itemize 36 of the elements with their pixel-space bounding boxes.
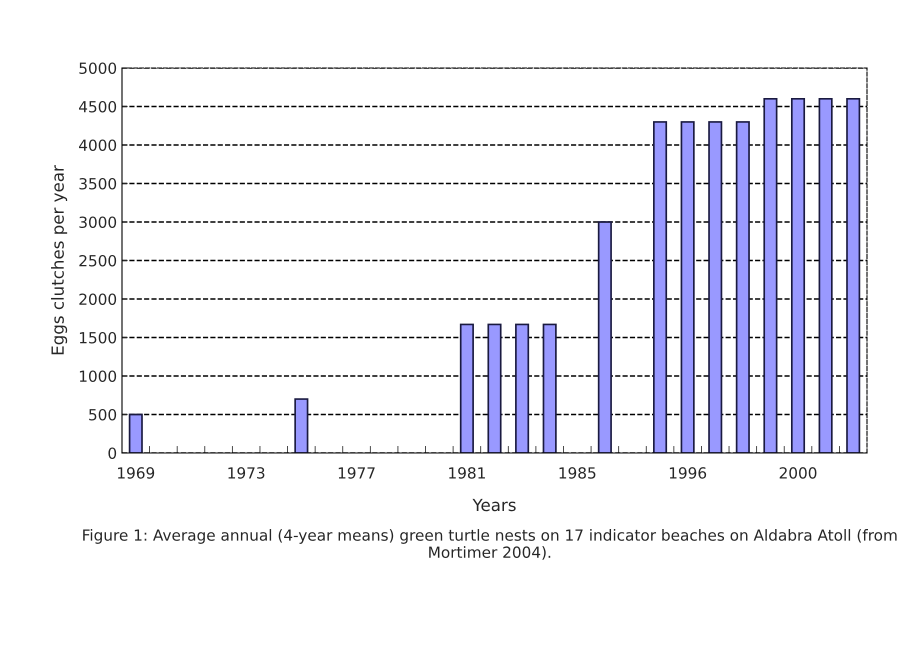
y-tick-label: 4500 [79, 100, 116, 113]
y-tick-label: 3000 [79, 216, 116, 228]
y-tick-label: 5000 [79, 62, 116, 74]
y-axis-title: Eggs clutches per year [51, 165, 68, 354]
x-tick-label: 1981 [449, 467, 485, 479]
x-axis-title: Years [472, 498, 516, 512]
bar [128, 414, 143, 453]
bar [680, 121, 695, 453]
x-tick-label: 1969 [118, 467, 154, 479]
bar [846, 98, 860, 453]
bar [515, 324, 530, 453]
bar [460, 324, 474, 453]
y-tick-label: 1000 [80, 370, 116, 382]
x-tick-label: 1977 [338, 467, 375, 479]
y-tick-label: 4000 [79, 139, 116, 152]
bar [763, 98, 778, 453]
x-tick-label: 1985 [560, 467, 596, 479]
bar [542, 324, 557, 453]
x-tick-label: 1973 [228, 467, 264, 479]
bar [598, 221, 612, 453]
caption: Figure 1: Average annual (4-year means) green turtle nests on 17 indicator beaches on Aldabra Atoll (from Mortimer 2004). [83, 529, 897, 560]
y-tick-label: 1500 [80, 332, 116, 344]
bar [294, 398, 308, 453]
bar [790, 98, 806, 453]
x-tick-label: 2000 [780, 467, 816, 479]
y-tick-label: 0 [108, 447, 116, 460]
x-tick-label: 1996 [670, 467, 706, 479]
bar [818, 98, 833, 453]
bar [487, 324, 502, 453]
y-tick-label: 2500 [79, 254, 116, 267]
y-tick-label: 500 [89, 408, 116, 421]
bar [736, 121, 750, 453]
bar [708, 121, 722, 453]
y-tick-label: 2000 [79, 293, 116, 306]
y-tick-label: 3500 [79, 178, 116, 190]
bar [653, 121, 668, 453]
